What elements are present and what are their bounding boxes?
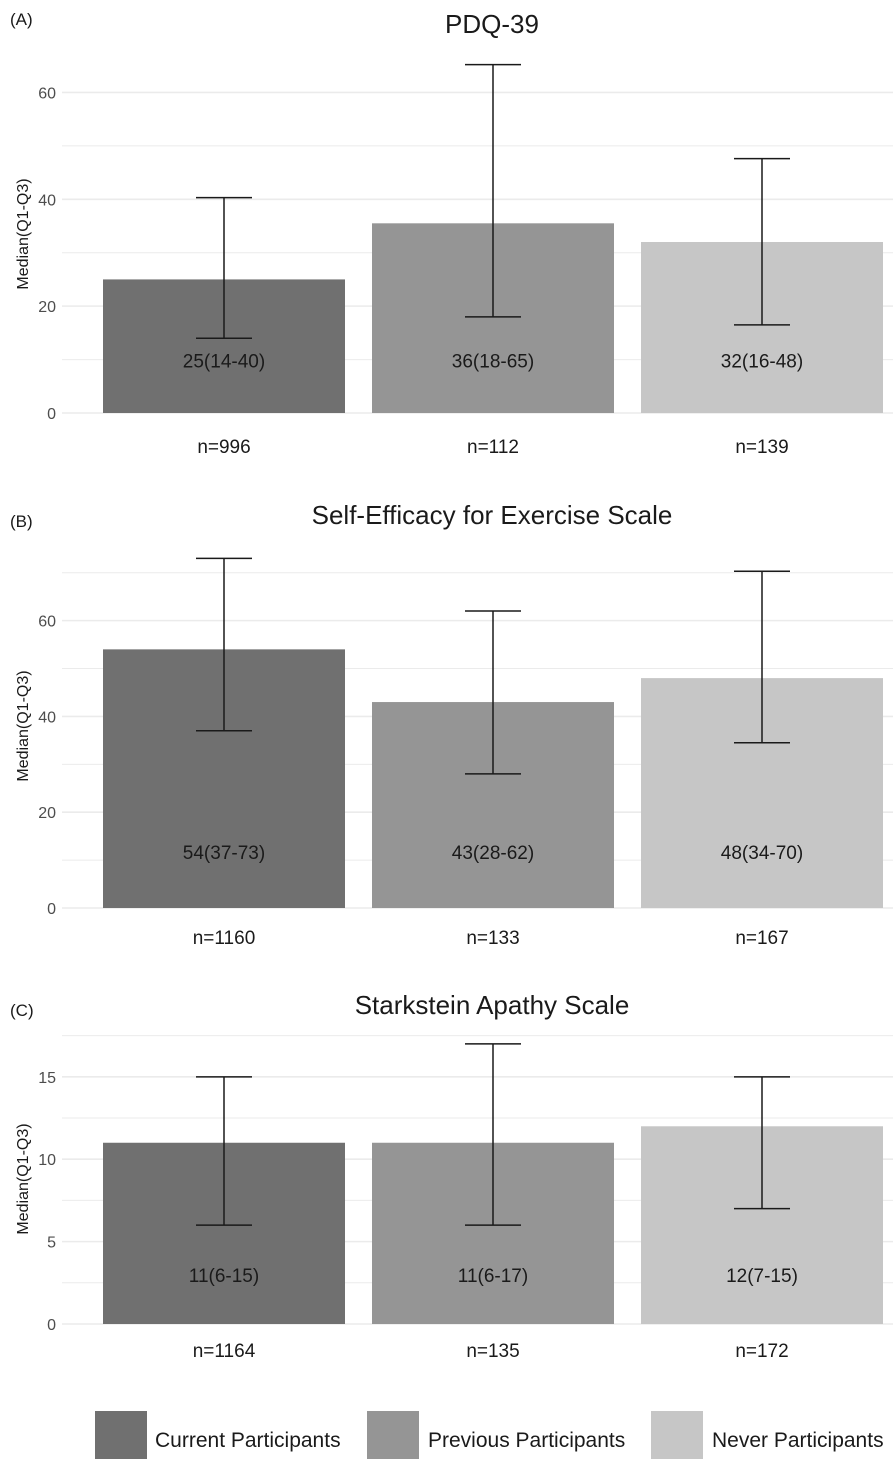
- n-label: n=172: [735, 1341, 788, 1362]
- bar-value-label: 11(6-15): [189, 1266, 259, 1287]
- y-tick-label: 60: [38, 614, 56, 631]
- y-tick-label: 0: [47, 1317, 56, 1334]
- y-tick-label: 60: [38, 85, 56, 102]
- bar-value-label: 25(14-40): [183, 352, 265, 373]
- y-tick-label: 10: [38, 1152, 56, 1169]
- bar-value-label: 48(34-70): [721, 843, 803, 864]
- bar-value-label: 54(37-73): [183, 843, 265, 864]
- error-bar: [465, 610, 521, 775]
- panel-a: 0 20 40 60 (A) PDQ-39 Median(Q1-Q3) 25(14-40) n=…: [10, 9, 893, 458]
- n-label: n=133: [466, 928, 519, 949]
- n-label: n=139: [735, 437, 788, 458]
- error-bar: [465, 63, 521, 318]
- y-axis-label: Median(Q1-Q3): [15, 1123, 32, 1234]
- panel-title: Starkstein Apathy Scale: [355, 990, 630, 1020]
- bar-value-label: 11(6-17): [458, 1266, 528, 1287]
- bar-value-label: 32(16-48): [721, 352, 803, 373]
- y-tick-label: 5: [47, 1235, 56, 1252]
- n-label: n=135: [466, 1341, 519, 1362]
- y-tick-label: 0: [47, 406, 56, 423]
- legend-label: Current Participants: [155, 1429, 341, 1452]
- error-bar: [196, 1076, 252, 1226]
- bar-value-label: 36(18-65): [452, 352, 534, 373]
- n-label: n=112: [467, 437, 519, 458]
- bar-value-label: 12(7-15): [726, 1266, 798, 1287]
- y-tick-label: 0: [47, 901, 56, 918]
- legend-key-current: [95, 1411, 147, 1459]
- panel-tag: (B): [10, 512, 33, 531]
- panel-tag: (C): [10, 1001, 34, 1020]
- panel-tag: (A): [10, 10, 33, 29]
- y-axis-label: Median(Q1-Q3): [15, 178, 32, 289]
- error-bar: [734, 570, 790, 744]
- y-tick-label: 20: [38, 805, 56, 822]
- error-bar: [196, 196, 252, 339]
- legend-key-previous: [367, 1411, 419, 1459]
- y-tick-label: 40: [38, 192, 56, 209]
- panel-b: 0 20 40 60 (B) Self-Efficacy for Exercise Sca…: [10, 500, 893, 949]
- y-tick-label: 40: [38, 709, 56, 726]
- error-bar: [734, 157, 790, 326]
- n-label: n=167: [735, 928, 788, 949]
- legend-label: Never Participants: [712, 1429, 884, 1452]
- error-bar: [734, 1076, 790, 1210]
- n-label: n=1160: [193, 928, 256, 949]
- y-axis-label: Median(Q1-Q3): [15, 670, 32, 781]
- n-label: n=996: [197, 437, 250, 458]
- bar-value-label: 43(28-62): [452, 843, 534, 864]
- n-label: n=1164: [193, 1341, 256, 1362]
- error-bar: [196, 557, 252, 732]
- panel-title: Self-Efficacy for Exercise Scale: [312, 500, 673, 530]
- panel-c: 0 5 10 15 (C) Starkstein Apathy Scale Median(Q…: [10, 990, 893, 1362]
- legend-key-never: [651, 1411, 703, 1459]
- y-tick-label: 15: [38, 1070, 56, 1087]
- y-tick-label: 20: [38, 299, 56, 316]
- error-bar: [465, 1043, 521, 1226]
- legend: Current Participants Previous Participant…: [95, 1411, 884, 1459]
- legend-label: Previous Participants: [428, 1429, 625, 1452]
- panel-title: PDQ-39: [445, 9, 539, 39]
